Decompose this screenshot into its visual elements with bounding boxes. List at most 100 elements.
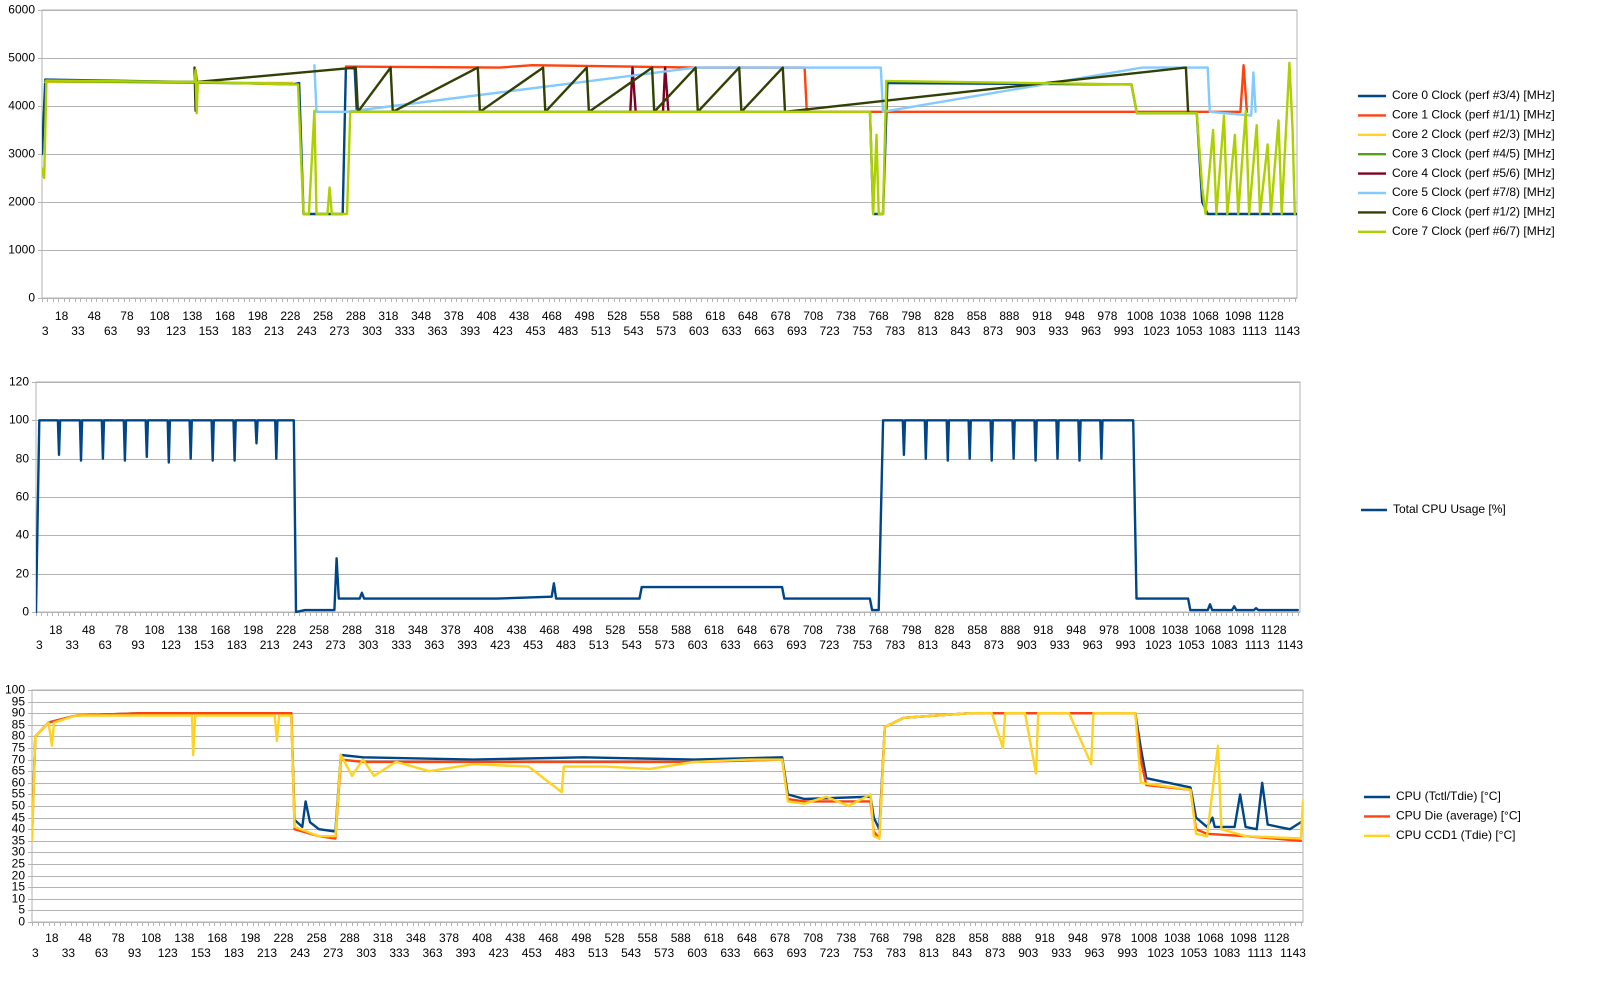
series-line-3: [32, 712, 1303, 842]
x-tick-label: 123: [166, 324, 186, 338]
x-tick-label: 948: [1066, 623, 1086, 637]
x-tick-label: 48: [88, 309, 102, 323]
x-tick-label: 108: [150, 309, 170, 323]
x-tick-label: 423: [493, 324, 513, 338]
temperature-chart-svg: 0510152025303540455055606570758085909510…: [5, 683, 1521, 960]
x-tick-label: 888: [1002, 931, 1022, 945]
x-tick-label: 243: [290, 946, 310, 960]
x-tick-label: 828: [934, 623, 954, 637]
y-tick-label: 4000: [8, 99, 35, 113]
x-tick-label: 213: [260, 638, 280, 652]
x-tick-label: 483: [555, 946, 575, 960]
x-tick-label: 903: [1016, 324, 1036, 338]
x-tick-label: 408: [476, 309, 496, 323]
y-tick-label: 25: [12, 857, 26, 871]
x-tick-label: 738: [836, 931, 856, 945]
x-tick-label: 723: [820, 324, 840, 338]
x-tick-label: 138: [174, 931, 194, 945]
y-tick-label: 1000: [8, 243, 35, 257]
x-tick-label: 258: [309, 623, 329, 637]
x-tick-label: 303: [362, 324, 382, 338]
x-tick-label: 903: [1017, 638, 1037, 652]
x-tick-label: 918: [1033, 623, 1053, 637]
x-tick-label: 138: [177, 623, 197, 637]
x-tick-label: 1128: [1261, 623, 1287, 637]
y-tick-label: 35: [12, 834, 26, 848]
x-tick-label: 753: [852, 638, 872, 652]
x-tick-label: 183: [227, 638, 247, 652]
y-tick-label: 2000: [8, 195, 35, 209]
x-tick-label: 1053: [1176, 324, 1203, 338]
x-tick-label: 978: [1097, 309, 1117, 323]
legend-label: Core 5 Clock (perf #7/8) [MHz]: [1392, 185, 1555, 199]
x-tick-label: 708: [803, 309, 823, 323]
x-tick-label: 708: [803, 931, 823, 945]
x-tick-label: 48: [82, 623, 96, 637]
x-tick-label: 753: [852, 324, 872, 338]
x-tick-label: 183: [224, 946, 244, 960]
x-tick-label: 1038: [1159, 309, 1186, 323]
y-tick-label: 120: [9, 375, 29, 389]
x-tick-label: 1038: [1164, 931, 1191, 945]
x-tick-label: 993: [1116, 638, 1136, 652]
x-tick-label: 483: [556, 638, 576, 652]
x-tick-label: 513: [589, 638, 609, 652]
x-tick-label: 318: [378, 309, 398, 323]
x-tick-label: 303: [358, 638, 378, 652]
x-tick-label: 1068: [1194, 623, 1221, 637]
y-tick-label: 100: [9, 413, 29, 427]
x-tick-label: 333: [395, 324, 415, 338]
x-tick-label: 963: [1083, 638, 1103, 652]
y-tick-label: 45: [12, 811, 26, 825]
x-tick-label: 33: [66, 638, 80, 652]
series-group: [36, 419, 1299, 614]
x-tick-label: 1023: [1145, 638, 1172, 652]
x-tick-label: 183: [231, 324, 251, 338]
y-tick-label: 20: [12, 869, 26, 883]
x-tick-label: 633: [720, 946, 740, 960]
x-tick-label: 378: [441, 623, 461, 637]
x-tick-label: 153: [191, 946, 211, 960]
x-tick-label: 408: [472, 931, 492, 945]
x-tick-label: 843: [952, 946, 972, 960]
x-tick-label: 363: [422, 946, 442, 960]
x-tick-label: 273: [326, 638, 346, 652]
x-tick-label: 18: [45, 931, 59, 945]
x-tick-label: 168: [210, 623, 230, 637]
x-tick-label: 408: [474, 623, 494, 637]
x-tick-label: 858: [967, 623, 987, 637]
x-tick-label: 933: [1051, 946, 1071, 960]
x-tick-label: 93: [128, 946, 142, 960]
x-tick-label: 873: [983, 324, 1003, 338]
x-tick-label: 843: [951, 638, 971, 652]
x-tick-label: 783: [885, 324, 905, 338]
series-group: [42, 61, 1297, 216]
series-group: [32, 712, 1303, 842]
y-tick-label: 0: [22, 605, 29, 619]
x-tick-label: 873: [984, 638, 1004, 652]
legend-label: Core 2 Clock (perf #2/3) [MHz]: [1392, 127, 1555, 141]
y-tick-label: 3000: [8, 147, 35, 161]
x-tick-label: 258: [313, 309, 333, 323]
x-tick-label: 153: [194, 638, 214, 652]
x-tick-label: 603: [688, 638, 708, 652]
legend-label: Core 3 Clock (perf #4/5) [MHz]: [1392, 146, 1555, 160]
x-tick-label: 693: [787, 324, 807, 338]
x-tick-label: 783: [886, 946, 906, 960]
x-tick-label: 153: [199, 324, 219, 338]
x-tick-label: 348: [408, 623, 428, 637]
series-line-8: [42, 61, 1296, 216]
x-tick-label: 978: [1101, 931, 1121, 945]
x-tick-label: 723: [819, 638, 839, 652]
x-tick-label: 348: [406, 931, 426, 945]
x-tick-label: 738: [836, 623, 856, 637]
x-tick-label: 558: [638, 623, 658, 637]
x-tick-label: 768: [869, 623, 889, 637]
x-tick-label: 903: [1018, 946, 1038, 960]
x-tick-label: 993: [1118, 946, 1138, 960]
x-tick-label: 1038: [1162, 623, 1189, 637]
y-tick-label: 90: [12, 706, 26, 720]
x-tick-label: 1113: [1248, 946, 1273, 960]
legend-label: Core 4 Clock (perf #5/6) [MHz]: [1392, 166, 1555, 180]
x-tick-label: 543: [622, 638, 642, 652]
